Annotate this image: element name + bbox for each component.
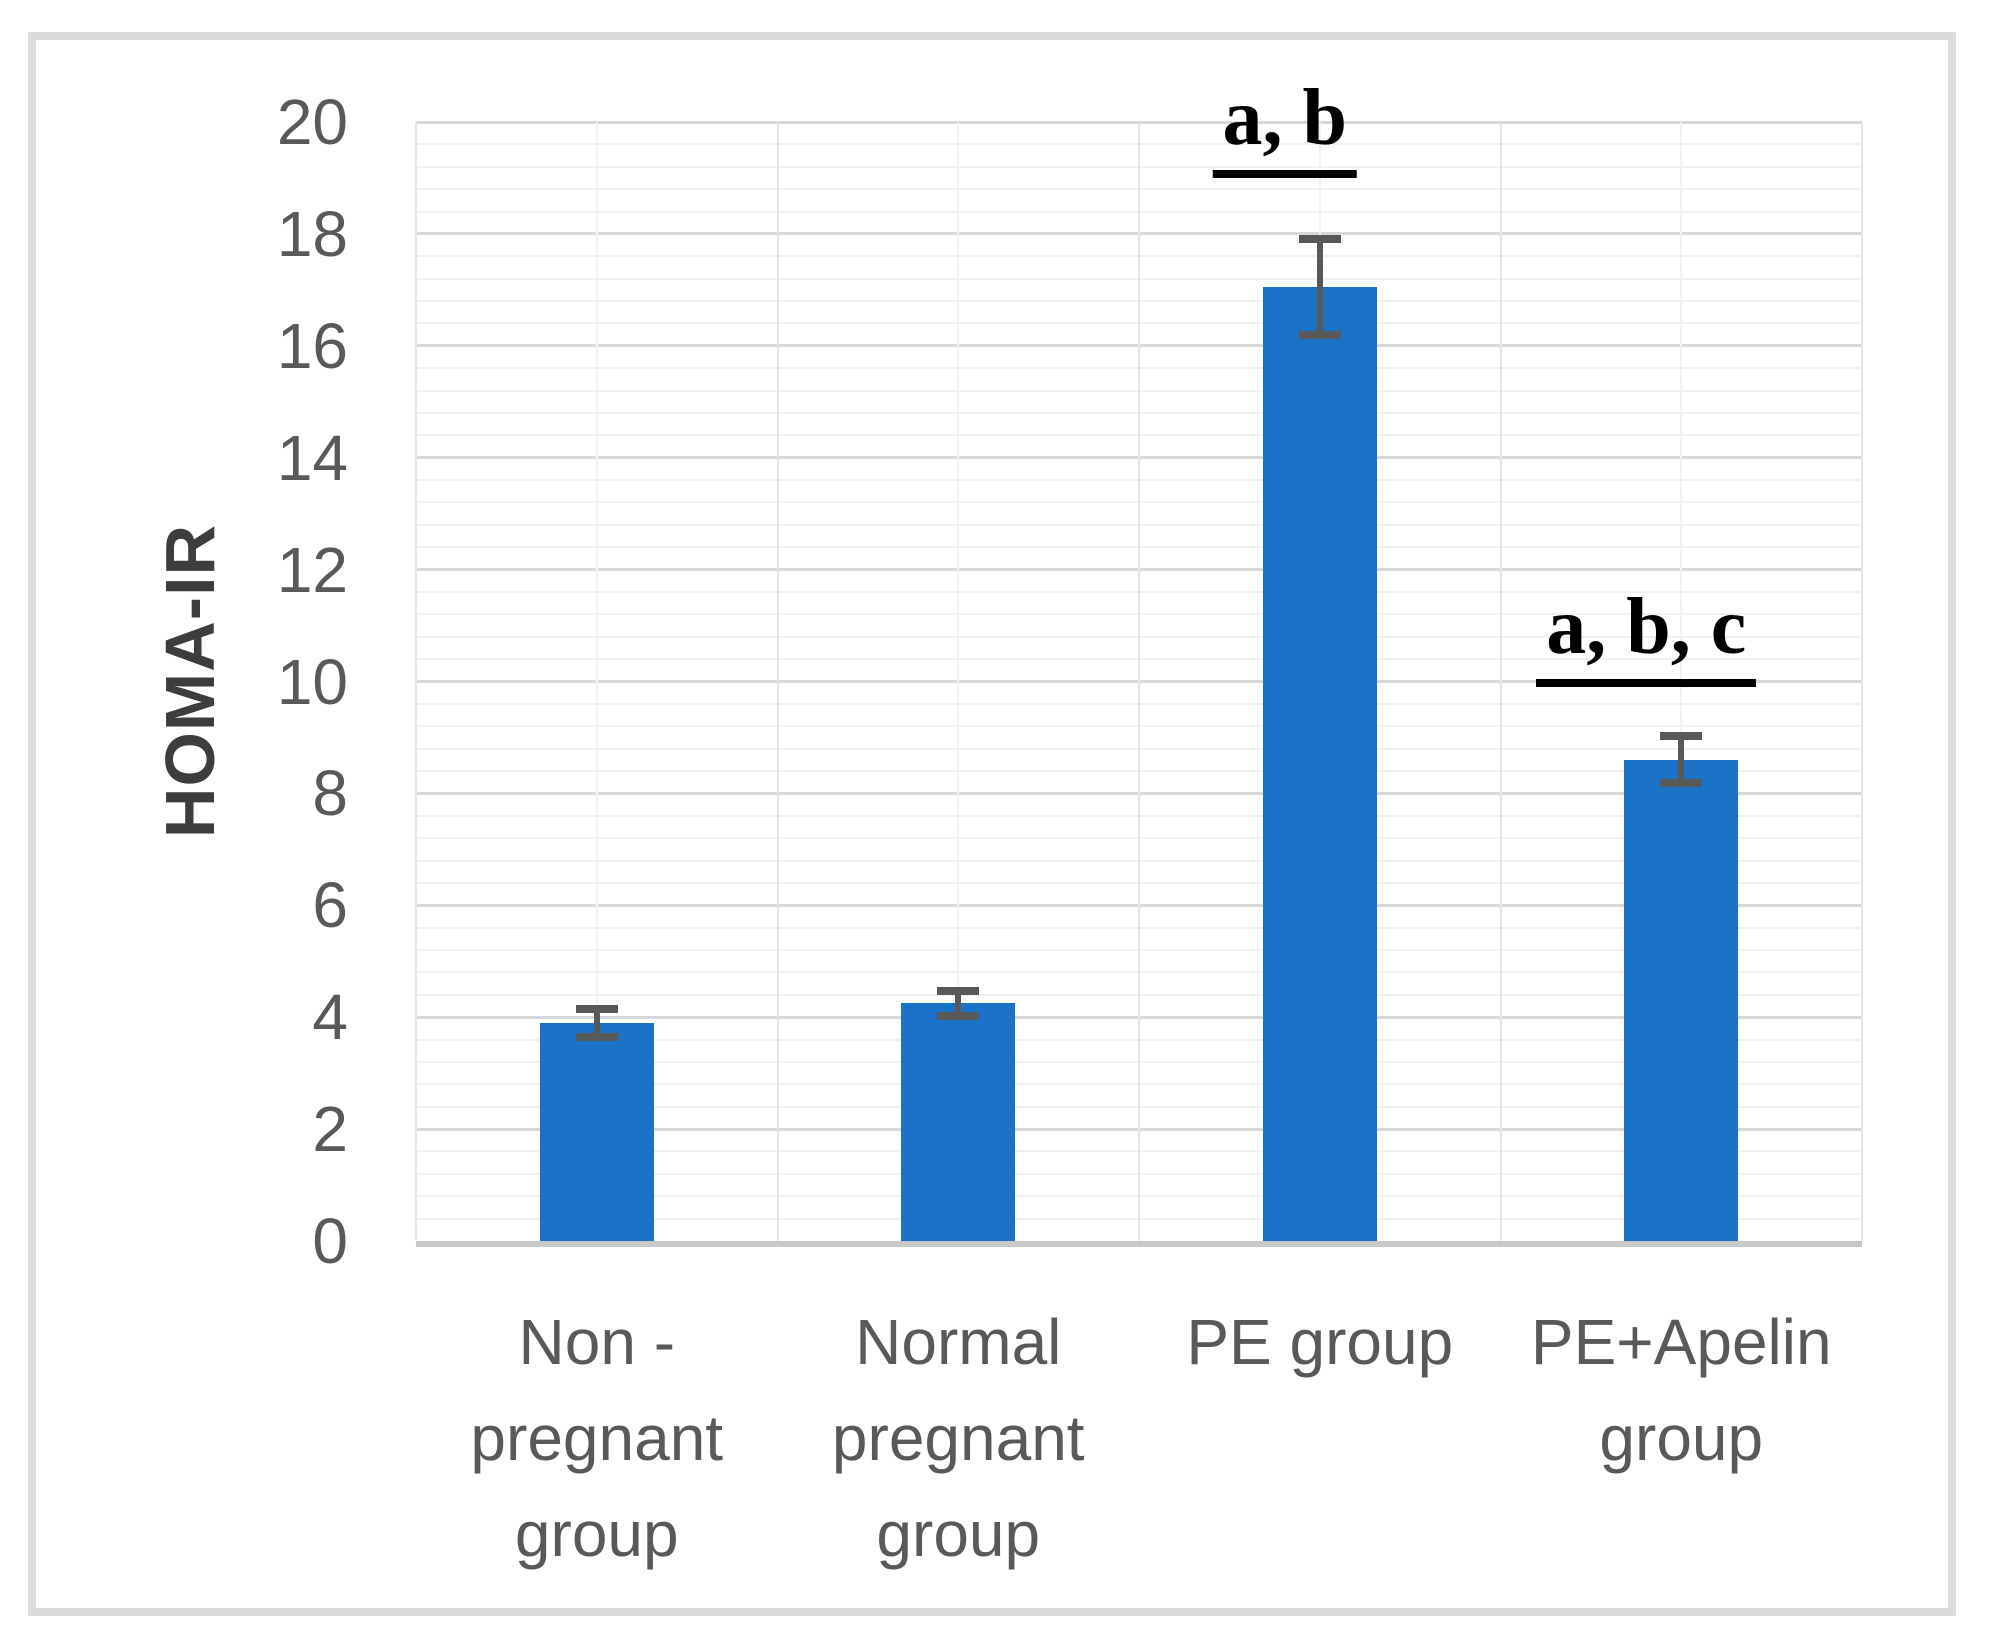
- error-bar-bottom-cap: [575, 1032, 618, 1041]
- v-gridline-boundary: [1138, 122, 1140, 1241]
- x-category-label: Normal pregnant group: [831, 1306, 1085, 1570]
- y-tick-label: 14: [276, 421, 348, 494]
- y-tick-label: 8: [312, 757, 348, 830]
- v-gridline-boundary: [776, 122, 779, 1241]
- y-tick-label: 12: [276, 533, 348, 606]
- bar: [1262, 287, 1377, 1241]
- x-axis-category-labels: Non - pregnant group Normal pregnant grou…: [416, 1294, 1862, 1594]
- x-category-label: Non - pregnant group: [470, 1306, 724, 1570]
- y-tick-label: 20: [276, 86, 348, 158]
- v-gridline-center: [595, 122, 598, 1241]
- bar: [901, 1003, 1016, 1241]
- x-category-label: PE group: [1186, 1306, 1454, 1378]
- error-bar-top-cap: [575, 1004, 618, 1013]
- error-bar-bottom-cap: [1298, 330, 1341, 339]
- x-category-label: PE+Apelin group: [1530, 1306, 1832, 1474]
- error-bar-top-cap: [937, 986, 980, 995]
- error-bar: [593, 1008, 600, 1037]
- y-axis-tick-labels: 0 2 4 6 8 10 12 14 16 18 20: [0, 86, 348, 1277]
- y-tick-label: 18: [276, 197, 348, 270]
- significance-annotation: a, b, c: [1536, 585, 1757, 688]
- y-tick-label: 10: [276, 645, 348, 718]
- error-bar-top-cap: [1298, 235, 1341, 244]
- v-gridline-boundary: [1861, 122, 1863, 1241]
- v-gridline-boundary: [1499, 122, 1502, 1241]
- error-bar-top-cap: [1660, 732, 1703, 741]
- error-bar: [1316, 239, 1323, 335]
- error-bar: [955, 990, 962, 1016]
- plot-area: a, b a, b, c: [415, 76, 1863, 1247]
- y-tick-label: 0: [312, 1205, 348, 1277]
- bar: [539, 1022, 654, 1241]
- error-bar-bottom-cap: [937, 1011, 980, 1020]
- error-bar-bottom-cap: [1660, 779, 1703, 788]
- bar: [1624, 759, 1739, 1241]
- y-tick-label: 4: [312, 981, 348, 1054]
- y-tick-label: 6: [312, 869, 348, 942]
- v-gridline-boundary: [415, 122, 417, 1241]
- significance-annotation: a, b: [1212, 76, 1357, 178]
- error-bar: [1678, 736, 1685, 784]
- y-tick-label: 16: [276, 309, 348, 382]
- v-gridline-center: [957, 122, 960, 1241]
- y-tick-label: 2: [312, 1093, 348, 1166]
